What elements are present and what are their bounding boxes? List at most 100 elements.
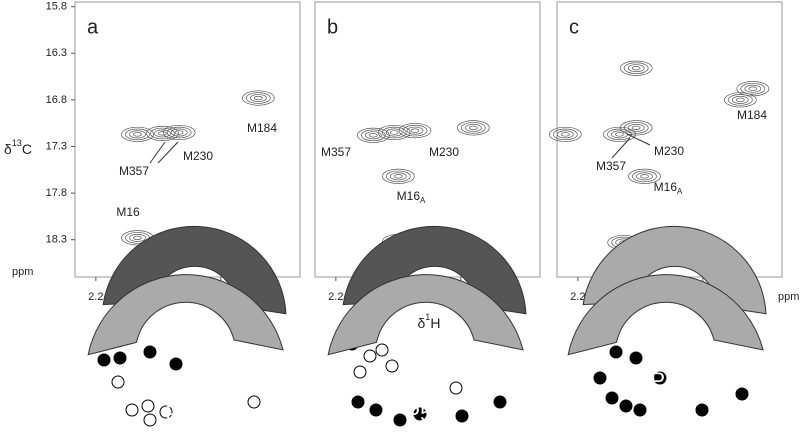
y-tick-label: 16.8: [46, 94, 67, 106]
contour: [628, 168, 661, 184]
contour: [170, 128, 188, 137]
contour: [748, 86, 758, 91]
residue-dot: [695, 403, 709, 417]
contour: [398, 123, 432, 139]
y-tick-label: 17.8: [46, 187, 67, 199]
residue-dot: [619, 399, 633, 413]
peak-label: M16: [116, 205, 140, 219]
contour: [627, 123, 645, 132]
contour: [464, 123, 482, 132]
residue-dot: [351, 395, 365, 409]
text-part: 1: [425, 312, 430, 322]
residue-dot: [363, 349, 377, 363]
contour: [636, 172, 653, 181]
contour: [736, 81, 770, 97]
contour: [456, 120, 490, 136]
contour: [133, 235, 142, 240]
contour: [154, 129, 171, 138]
residue-dot: [605, 391, 619, 405]
contour: [253, 95, 263, 101]
text-part: M16: [116, 205, 140, 219]
x-axis-label: δ1H: [418, 312, 441, 330]
contour: [406, 126, 424, 135]
domain-label: P66: [410, 368, 449, 393]
contour: [607, 128, 632, 141]
contour: [360, 129, 386, 142]
peak-label: M357: [596, 159, 626, 173]
text-part: M357: [596, 159, 626, 173]
text-part: M16: [397, 189, 421, 203]
text-part: M357: [321, 145, 351, 159]
contour: [125, 128, 150, 141]
domain-label: P51: [405, 401, 444, 426]
residue-dot: [633, 403, 647, 417]
contour: [385, 128, 403, 137]
contour: [389, 172, 407, 181]
contour: [158, 131, 167, 136]
peak-label: M184: [247, 121, 277, 135]
text-part: A: [420, 196, 426, 205]
residue-dot: [353, 365, 367, 379]
contour: [615, 132, 624, 137]
residue-dot: [375, 343, 389, 357]
peak-label: M16A: [397, 189, 426, 205]
contour: [129, 130, 146, 139]
peak-label: M357: [321, 145, 351, 159]
text-part: 13: [12, 138, 22, 148]
contour: [381, 168, 415, 184]
residue-dot: [143, 413, 157, 427]
contour: [727, 94, 753, 106]
contour: [166, 126, 192, 139]
peak-label: M230: [183, 149, 213, 163]
residue-dot: [629, 351, 643, 365]
text-part: H: [430, 315, 440, 331]
contour: [368, 133, 378, 138]
contour: [174, 130, 184, 135]
residue-dot: [247, 395, 261, 409]
contour: [623, 62, 649, 74]
contour: [623, 122, 649, 134]
contour: [468, 125, 478, 130]
contour: [460, 122, 486, 134]
residue-dot: [593, 371, 607, 385]
contour: [631, 66, 641, 71]
contour: [356, 127, 390, 143]
text-part: δ: [4, 141, 12, 157]
peak-label: M230: [429, 145, 459, 159]
residue-dot: [653, 371, 667, 385]
y-unit: ppm: [12, 266, 33, 278]
contour: [603, 126, 636, 142]
y-tick-label: 18.3: [46, 234, 67, 246]
text-part: δ: [418, 315, 426, 331]
text-part: M357: [119, 164, 149, 178]
x-tick-label: 2.2: [328, 291, 343, 303]
residue-dot: [609, 345, 623, 359]
y-tick-label: 15.8: [46, 1, 67, 13]
peak-label: M357: [119, 164, 149, 178]
y-axis-label: δ13C: [4, 138, 32, 156]
leader-line: [626, 133, 651, 146]
residue-dot: [369, 403, 383, 417]
contour: [735, 97, 745, 103]
text-part: M230: [654, 144, 684, 158]
contour: [364, 131, 382, 140]
residue-dot: [455, 409, 469, 423]
contour: [381, 126, 407, 139]
y-tick-label: 17.3: [46, 140, 67, 152]
domain-label: P51: [645, 401, 684, 426]
text-part: M230: [429, 145, 459, 159]
x-unit: ppm: [778, 291, 799, 303]
contour: [731, 95, 749, 104]
domain-label: P51: [650, 368, 689, 393]
y-tick-label: 16.3: [46, 47, 67, 59]
contour: [241, 90, 275, 106]
leader-line: [157, 141, 179, 164]
residue-dot: [143, 345, 157, 359]
contour: [410, 128, 420, 133]
x-tick-label: 2.2: [570, 291, 585, 303]
text-part: M184: [247, 121, 277, 135]
residue-dot: [141, 399, 155, 413]
residue-dot: [393, 413, 407, 427]
domain-label: P66: [170, 368, 209, 393]
